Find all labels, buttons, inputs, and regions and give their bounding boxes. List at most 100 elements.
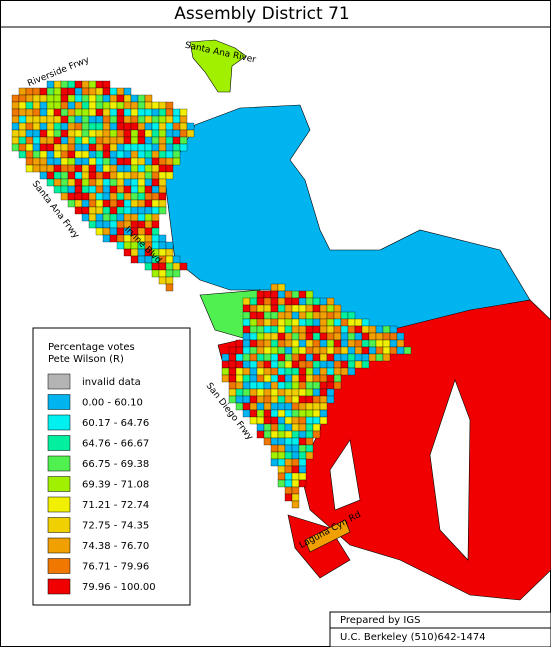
precinct <box>11 101 20 110</box>
precinct <box>312 339 321 348</box>
precinct <box>53 115 62 124</box>
precinct <box>305 444 314 453</box>
precinct <box>95 108 104 117</box>
precinct <box>354 332 363 341</box>
precinct <box>298 374 307 383</box>
precinct <box>137 164 146 173</box>
precinct <box>109 143 118 152</box>
precinct <box>109 192 118 201</box>
precinct <box>256 409 265 418</box>
precinct <box>235 395 244 404</box>
precinct <box>277 451 286 460</box>
hole <box>429 379 471 561</box>
precinct <box>270 444 279 453</box>
precinct <box>116 122 125 131</box>
precinct <box>298 430 307 439</box>
precinct <box>102 80 111 89</box>
precinct <box>130 101 139 110</box>
precinct <box>284 395 293 404</box>
precinct <box>165 255 174 264</box>
precinct <box>130 248 139 257</box>
precinct <box>319 311 328 320</box>
precinct <box>298 353 307 362</box>
precinct <box>109 227 118 236</box>
precinct <box>319 318 328 327</box>
precinct <box>270 402 279 411</box>
precinct <box>284 451 293 460</box>
precinct <box>291 346 300 355</box>
precinct <box>249 332 258 341</box>
precinct <box>32 164 41 173</box>
precinct <box>116 241 125 250</box>
precinct <box>102 206 111 215</box>
precinct <box>67 80 76 89</box>
precinct <box>95 101 104 110</box>
precinct <box>144 199 153 208</box>
precinct <box>277 416 286 425</box>
precinct <box>137 129 146 138</box>
precinct <box>123 122 132 131</box>
precinct <box>53 129 62 138</box>
precinct <box>368 332 377 341</box>
precinct <box>165 122 174 131</box>
precinct <box>284 388 293 397</box>
precinct <box>263 374 272 383</box>
precinct <box>60 192 69 201</box>
precinct <box>228 367 237 376</box>
precinct <box>270 283 279 292</box>
precinct <box>102 150 111 159</box>
precinct <box>375 353 384 362</box>
legend-label: 66.75 - 69.38 <box>82 459 149 470</box>
precinct <box>74 157 83 166</box>
precinct <box>165 269 174 278</box>
legend-label: invalid data <box>82 377 141 388</box>
precinct <box>151 150 160 159</box>
precinct <box>158 234 167 243</box>
precinct <box>277 444 286 453</box>
precincts <box>11 80 412 509</box>
precinct <box>67 143 76 152</box>
precinct <box>67 129 76 138</box>
precinct <box>88 206 97 215</box>
precinct <box>60 164 69 173</box>
legend-swatch <box>47 537 71 554</box>
precinct <box>32 101 41 110</box>
precinct <box>249 416 258 425</box>
precinct <box>256 402 265 411</box>
precinct <box>235 353 244 362</box>
precinct <box>263 346 272 355</box>
precinct <box>270 290 279 299</box>
precinct <box>74 129 83 138</box>
precinct <box>312 304 321 313</box>
precinct <box>39 171 48 180</box>
precinct <box>32 136 41 145</box>
precinct <box>158 241 167 250</box>
precinct <box>32 122 41 131</box>
precinct <box>39 150 48 159</box>
precinct <box>25 143 34 152</box>
precinct <box>263 430 272 439</box>
precinct <box>270 437 279 446</box>
precinct <box>88 213 97 222</box>
precinct <box>102 234 111 243</box>
precinct <box>270 325 279 334</box>
precinct <box>32 94 41 103</box>
precinct <box>249 346 258 355</box>
precinct <box>263 367 272 376</box>
precinct <box>361 339 370 348</box>
precinct <box>53 94 62 103</box>
precinct <box>95 143 104 152</box>
legend-swatch <box>47 476 71 492</box>
precinct <box>298 479 307 488</box>
precinct <box>277 479 286 488</box>
precinct <box>151 269 160 278</box>
precinct <box>312 311 321 320</box>
precinct <box>312 395 321 404</box>
precinct <box>249 381 258 390</box>
precinct <box>81 136 90 145</box>
precinct <box>249 311 258 320</box>
precinct <box>249 388 258 397</box>
precinct <box>130 171 139 180</box>
precinct <box>284 416 293 425</box>
precinct <box>347 360 356 369</box>
